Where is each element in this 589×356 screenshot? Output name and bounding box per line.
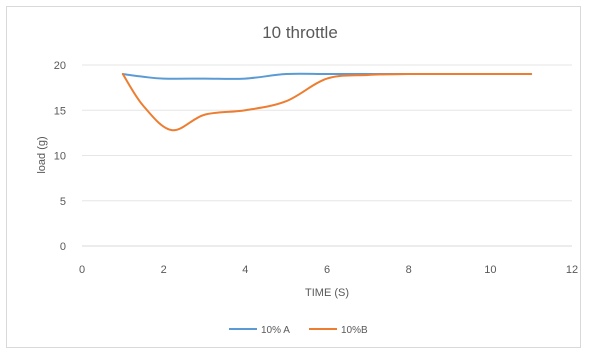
x-axis-ticks: 0 2 4 6 8 10 12 (79, 264, 578, 276)
y-tick-label: 5 (60, 196, 66, 208)
y-tick-label: 0 (60, 241, 66, 253)
chart-frame (6, 6, 581, 348)
x-tick-label: 6 (324, 264, 330, 276)
y-axis-label: load (g) (36, 136, 48, 173)
y-tick-label: 10 (54, 151, 66, 163)
y-tick-label: 20 (54, 60, 66, 72)
series-line-1 (121, 72, 533, 132)
series-lines (121, 72, 533, 132)
x-tick-label: 0 (79, 264, 85, 276)
x-tick-label: 8 (406, 264, 412, 276)
chart-title: 10 throttle (262, 23, 338, 42)
x-tick-label: 2 (161, 264, 167, 276)
legend-label: 10% A (261, 325, 290, 336)
x-tick-label: 4 (242, 264, 248, 276)
x-tick-label: 12 (566, 264, 578, 276)
x-axis-label: TIME (S) (305, 287, 349, 299)
legend: 10% A 10%B (229, 325, 368, 336)
x-tick-label: 10 (484, 264, 496, 276)
legend-label: 10%B (341, 325, 368, 336)
y-axis-ticks: 0 5 10 15 20 (54, 60, 66, 253)
gridlines (82, 64, 572, 202)
y-tick-label: 15 (54, 105, 66, 117)
